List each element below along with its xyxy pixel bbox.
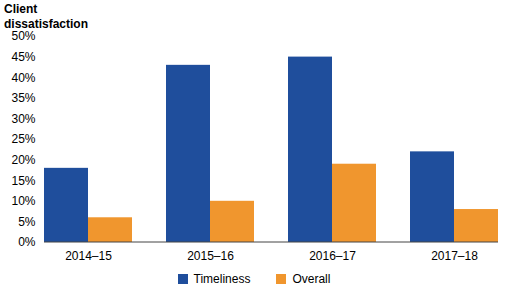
svg-text:2016–17: 2016–17 xyxy=(309,249,356,263)
svg-text:20%: 20% xyxy=(11,153,35,167)
html-text:Overall: Overall xyxy=(292,272,331,286)
html-text:Client dissatisfaction: Client dissatisfaction xyxy=(4,2,88,31)
svg-text:30%: 30% xyxy=(11,112,35,126)
svg-text:0%: 0% xyxy=(18,235,36,249)
html-text:Timeliness: Timeliness xyxy=(193,272,251,286)
svg-text:5%: 5% xyxy=(18,215,36,229)
svg-text:15%: 15% xyxy=(11,174,35,188)
svg-text:2017–18: 2017–18 xyxy=(431,249,478,263)
svg-text:35%: 35% xyxy=(11,91,35,105)
svg-text:10%: 10% xyxy=(11,194,35,208)
svg-text:25%: 25% xyxy=(11,132,35,146)
svg-text:40%: 40% xyxy=(11,71,35,85)
svg-text:2015–16: 2015–16 xyxy=(187,249,234,263)
svg-text:45%: 45% xyxy=(11,50,35,64)
svg-text:2014–15: 2014–15 xyxy=(65,249,112,263)
svg-text:50%: 50% xyxy=(11,29,35,43)
